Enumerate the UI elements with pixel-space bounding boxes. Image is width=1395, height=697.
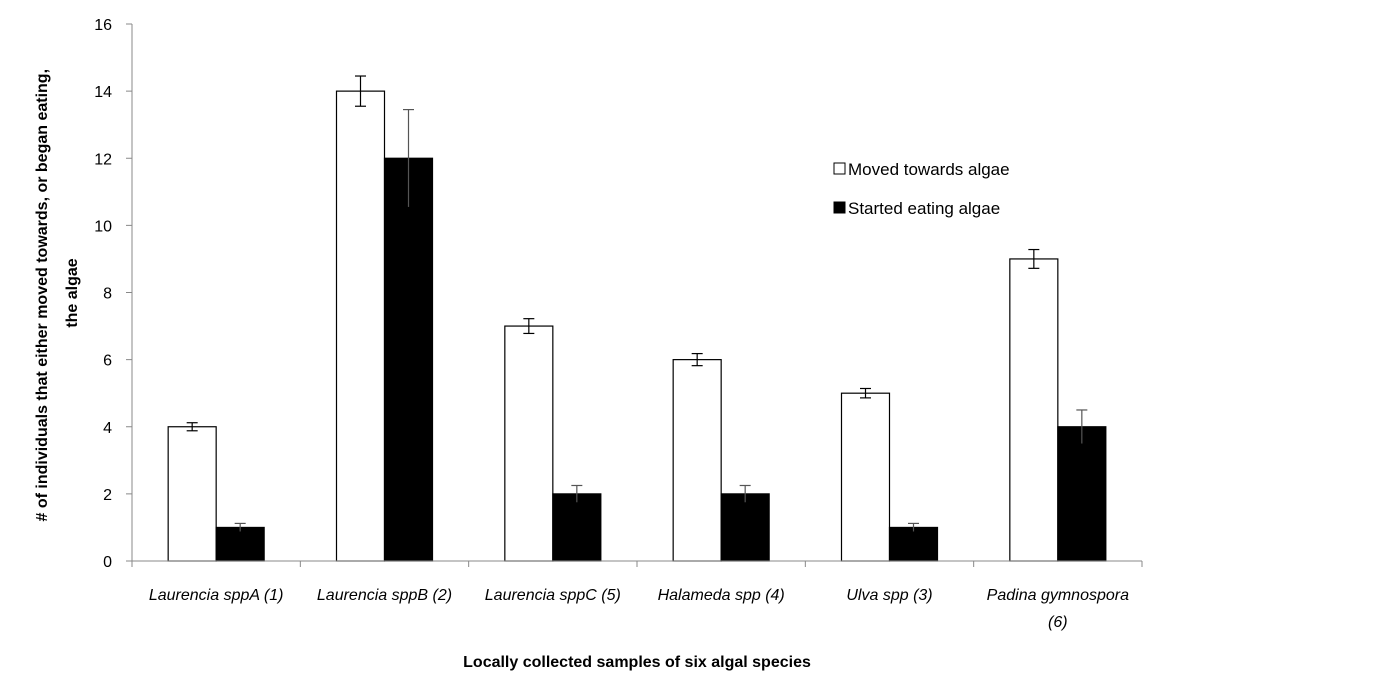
x-category-label: Laurencia sppC (5)	[485, 587, 621, 604]
x-category-label: Ulva spp (3)	[846, 587, 932, 604]
bar-started-eating	[215, 526, 265, 562]
bar-moved-towards	[1009, 258, 1059, 562]
bar-started-eating	[383, 157, 434, 562]
legend-swatch-started-eating	[833, 201, 846, 214]
x-category-label: Laurencia sppB (2)	[317, 587, 452, 604]
y-tick-label: 16	[94, 17, 112, 34]
legend-label-started-eating: Started eating algae	[848, 199, 1000, 218]
bar-moved-towards	[504, 325, 554, 562]
bar-moved-towards	[840, 392, 891, 562]
plot-area	[167, 75, 1107, 562]
legend-label-moved-towards: Moved towards algae	[848, 160, 1010, 179]
y-tick-label: 0	[103, 554, 112, 571]
y-axis-title: # of individuals that either moved towar…	[34, 65, 81, 522]
y-axis-title-line-1: # of individuals that either moved towar…	[34, 69, 51, 522]
bar-started-eating	[1057, 426, 1107, 562]
bar-moved-towards	[167, 426, 217, 562]
y-tick-label: 10	[94, 218, 112, 235]
x-axis-title: Locally collected samples of six algal s…	[463, 654, 811, 671]
bar-moved-towards	[335, 90, 386, 562]
x-category-label: (6)	[1048, 614, 1068, 631]
bar-started-eating	[552, 493, 602, 562]
y-axis-title-line-2: the algae	[64, 258, 81, 327]
y-tick-label: 4	[103, 420, 112, 437]
x-category-label: Laurencia sppA (1)	[149, 587, 284, 604]
legend: Moved towards algae Started eating algae	[833, 160, 1010, 218]
x-category-label: Padina gymnospora	[987, 587, 1129, 604]
y-tick-label: 8	[103, 286, 112, 303]
y-tick-label: 2	[103, 487, 112, 504]
y-tick-label: 12	[94, 151, 112, 168]
legend-swatch-moved-towards	[833, 162, 846, 175]
bar-started-eating	[888, 526, 939, 562]
bar-moved-towards	[672, 359, 722, 562]
x-category-label: Halameda spp (4)	[658, 587, 785, 604]
y-tick-label: 6	[103, 353, 112, 370]
x-axis: Laurencia sppA (1) Laurencia sppB (2) Laur…	[131, 560, 1143, 631]
y-tick-label: 14	[94, 84, 112, 101]
bar-started-eating	[720, 493, 770, 562]
y-axis: 0 2 4 6 8 10 12 14 16	[94, 17, 133, 571]
